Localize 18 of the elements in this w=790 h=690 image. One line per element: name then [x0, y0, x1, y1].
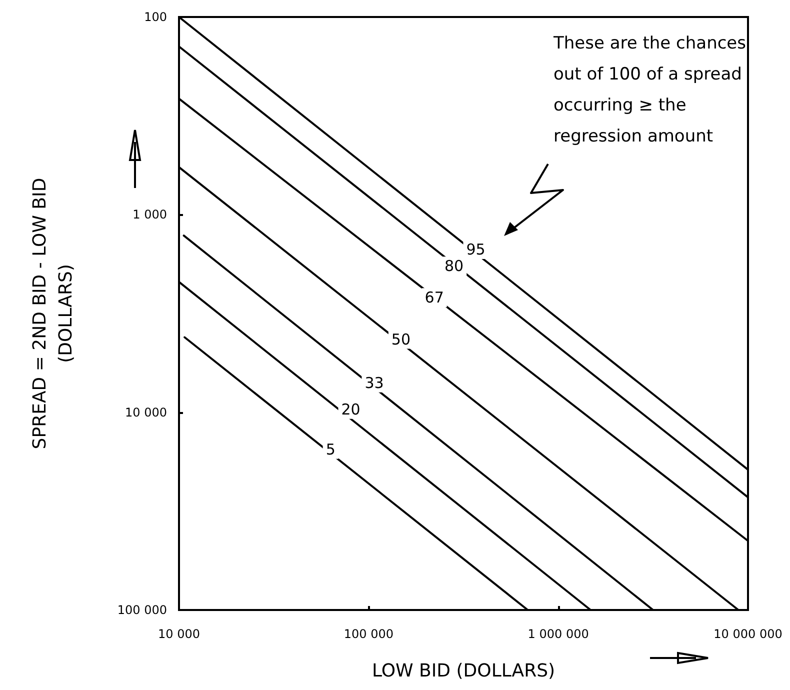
- x-tick-label: 10 000: [158, 627, 200, 641]
- y-tick-label: 100: [144, 10, 167, 24]
- x-tick-label: 10 000 000: [714, 627, 782, 641]
- y-tick-label: 100 000: [117, 603, 167, 617]
- annotation: 95: [466, 240, 486, 258]
- annotation: 80: [444, 257, 464, 276]
- y-tick-label: 10 000: [125, 405, 167, 420]
- annotation: 33: [364, 374, 384, 392]
- annotation: These are the chances out of 100 of a spread occurring ≥ the regression amount: [552, 34, 746, 146]
- annotation: 20: [341, 400, 360, 418]
- annotation: 5: [326, 440, 336, 458]
- x-tick-label: 100 000: [344, 627, 394, 641]
- x-tick-label: 1 000 000: [528, 627, 589, 641]
- annotation: 67: [424, 288, 444, 307]
- y-tick-label: 1 000: [132, 208, 167, 222]
- annotation: 50: [391, 330, 411, 348]
- y-axis-title: SPREAD = 2ND BID - LOW BID (DOLLARS): [30, 178, 76, 450]
- x-axis-title: LOW BID (DOLLARS): [372, 660, 556, 682]
